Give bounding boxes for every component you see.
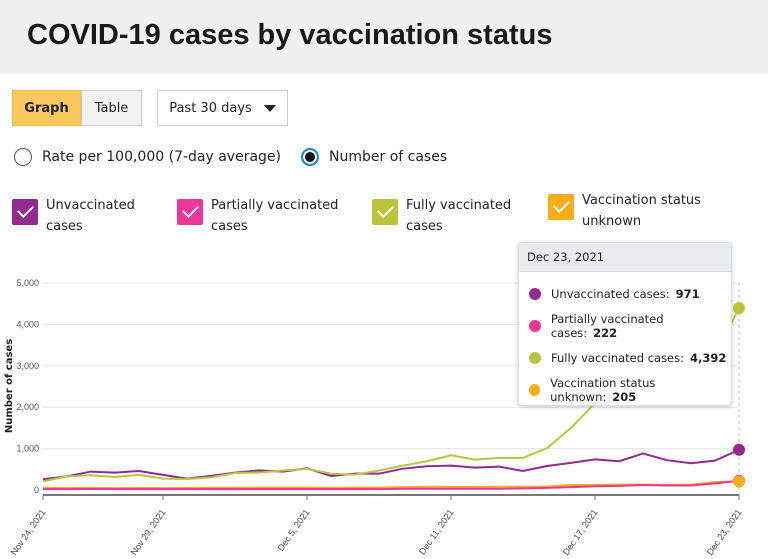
page-title: COVID-19 cases by vaccination status [27, 19, 553, 51]
radio-rate[interactable]: Rate per 100,000 (7-day average) [14, 148, 281, 166]
date-range-value: Past 30 days [169, 100, 252, 116]
hover-point-3 [733, 475, 745, 488]
x-tick-label: Dec 5, 2021 [276, 507, 312, 553]
page-header: COVID-19 cases by vaccination status [0, 0, 768, 74]
checkbox-icon[interactable] [372, 199, 398, 225]
legend-label: Partially vaccinated cases [211, 198, 339, 234]
series-line-3 [43, 480, 740, 490]
legend-label: Unvaccinated cases [46, 198, 135, 234]
radio-circle[interactable] [14, 148, 32, 166]
graph-view-button[interactable]: Graph [12, 90, 81, 126]
legend-label: Vaccination status unknown [582, 193, 701, 229]
table-view-button[interactable]: Table [81, 90, 142, 126]
legend-label: Fully vaccinated cases [406, 198, 512, 234]
tooltip-date: Dec 23, 2021 [519, 243, 731, 272]
legend-fully-vaccinated[interactable]: Fully vaccinated cases [372, 195, 511, 237]
series-line-1 [43, 479, 740, 491]
y-tick-label: 3,000 [16, 361, 39, 371]
y-tick-label: 1,000 [16, 444, 39, 454]
y-tick-label: 0 [34, 485, 39, 495]
dot-icon [529, 352, 541, 364]
hover-point-2 [733, 302, 745, 315]
y-tick-label: 4,000 [16, 319, 39, 329]
caret-down-icon [263, 104, 276, 112]
x-tick-label: Nov 29, 2021 [129, 507, 168, 557]
radio-label: Number of cases [329, 149, 448, 165]
y-tick-label: 5,000 [16, 278, 39, 288]
y-axis-label: Number of cases [4, 339, 15, 433]
x-tick-label: Dec 11, 2021 [417, 507, 456, 556]
radio-circle-selected[interactable] [301, 148, 319, 166]
x-tick-label: Nov 24, 2021 [9, 507, 48, 557]
legend-status-unknown[interactable]: Vaccination status unknown [548, 190, 701, 232]
date-range-dropdown[interactable]: Past 30 days [157, 90, 288, 126]
checkbox-icon[interactable] [548, 194, 574, 220]
hover-point-0 [733, 443, 745, 456]
legend-unvaccinated[interactable]: Unvaccinated cases [12, 195, 135, 237]
tooltip-row: Vaccination status unknown: 205 [519, 374, 731, 406]
radio-label: Rate per 100,000 (7-day average) [42, 149, 281, 165]
checkbox-icon[interactable] [12, 199, 38, 225]
tooltip: Dec 23, 2021 Unvaccinated cases: 971 Part… [518, 242, 732, 406]
checkbox-icon[interactable] [177, 199, 203, 225]
dot-icon [529, 288, 541, 300]
legend-partially-vaccinated[interactable]: Partially vaccinated cases [177, 195, 338, 237]
radio-number-of-cases[interactable]: Number of cases [301, 148, 447, 166]
tooltip-row: Unvaccinated cases: 971 [519, 278, 731, 310]
dot-icon [529, 320, 541, 332]
tooltip-row: Partially vaccinated cases: 222 [519, 310, 731, 342]
x-tick-label: Dec 23, 2021 [705, 507, 744, 557]
dot-icon [529, 384, 541, 396]
series-line-0 [42, 448, 740, 481]
tooltip-row: Fully vaccinated cases: 4,392 [519, 342, 731, 374]
x-tick-label: Dec 17, 2021 [561, 507, 600, 557]
y-tick-label: 2,000 [16, 402, 39, 412]
